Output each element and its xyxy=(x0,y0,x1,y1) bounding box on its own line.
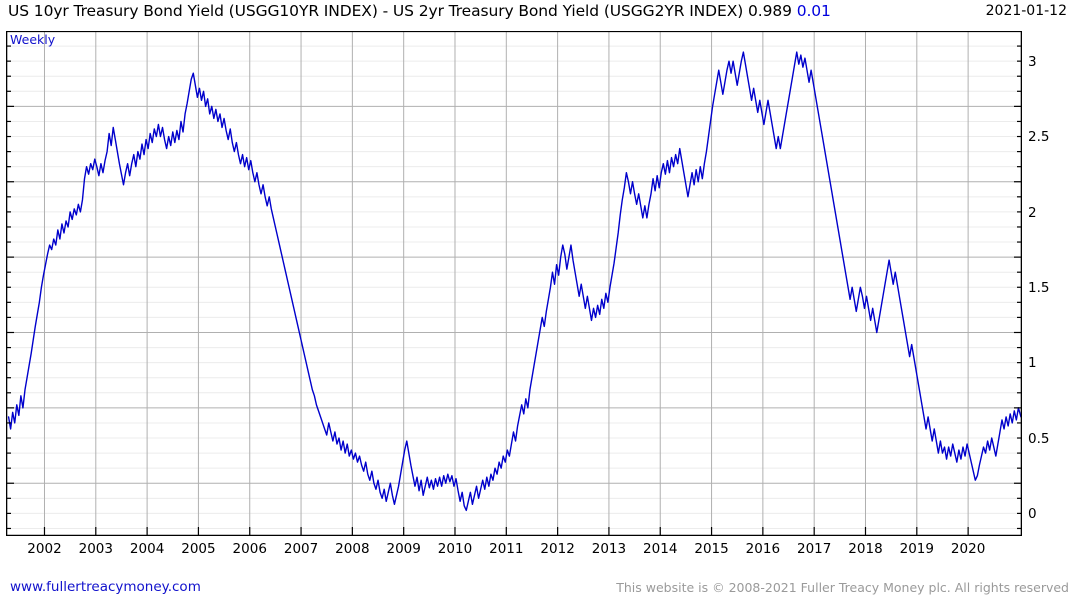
x-tick-label: 2003 xyxy=(78,541,113,557)
x-tick-label: 2009 xyxy=(386,541,421,557)
chart-header: US 10yr Treasury Bond Yield (USGG10YR IN… xyxy=(0,0,1075,26)
frequency-label: Weekly xyxy=(10,32,56,47)
x-axis-labels: 2002 2003 2004 2005 2006 2007 2008 2009 2010 2011… xyxy=(0,541,1075,561)
x-tick-label: 2014 xyxy=(643,541,678,557)
x-tick-label: 2008 xyxy=(335,541,370,557)
y-tick-label: 2 xyxy=(1028,204,1037,221)
x-tick-label: 2002 xyxy=(27,541,62,557)
x-tick-label: 2010 xyxy=(437,541,473,557)
y-axis-labels: 0 0.5 1 1.5 2 2.5 3 xyxy=(1028,31,1074,536)
x-tick-label: 2012 xyxy=(540,541,575,557)
axis-frame xyxy=(6,31,1022,536)
change-value: 0.01 xyxy=(796,2,831,20)
x-tick-label: 2013 xyxy=(591,541,627,557)
x-tick-label: 2004 xyxy=(129,541,165,557)
copyright-notice: This website is © 2008-2021 Fuller Treac… xyxy=(616,580,1069,595)
chart-container[interactable]: Weekly xyxy=(6,31,1022,536)
chart-plot[interactable] xyxy=(6,31,1022,536)
title-text: US 10yr Treasury Bond Yield (USGG10YR IN… xyxy=(8,2,744,20)
x-tick-label: 2005 xyxy=(181,541,216,557)
x-tick-label: 2015 xyxy=(694,541,729,557)
x-tick-label: 2017 xyxy=(796,541,832,557)
last-value: 0.989 xyxy=(748,2,792,20)
y-tick-label: 1 xyxy=(1028,355,1037,372)
grid-minor-lines xyxy=(6,45,1022,529)
y-tick-label: 0.5 xyxy=(1028,430,1050,447)
y-tick-label: 0 xyxy=(1028,506,1037,523)
page-title: US 10yr Treasury Bond Yield (USGG10YR IN… xyxy=(8,2,831,20)
grid-vertical-lines xyxy=(43,31,969,536)
y-tick-label: 1.5 xyxy=(1028,280,1050,297)
x-tick-label: 2011 xyxy=(489,541,524,557)
x-tick-label: 2007 xyxy=(283,541,319,557)
x-tick-label: 2006 xyxy=(232,541,267,557)
x-tick-label: 2018 xyxy=(848,541,883,557)
axis-tick-marks xyxy=(7,45,1021,535)
website-link[interactable]: www.fullertreacymoney.com xyxy=(10,579,201,595)
y-tick-label: 3 xyxy=(1028,54,1037,70)
x-tick-label: 2019 xyxy=(899,541,934,557)
y-tick-label: 2.5 xyxy=(1028,129,1050,146)
header-date: 2021-01-12 xyxy=(985,3,1067,19)
x-tick-label: 2020 xyxy=(950,541,986,557)
grid-major-lines xyxy=(6,105,1022,484)
x-tick-label: 2016 xyxy=(745,541,781,557)
yield-spread-line xyxy=(7,51,1022,512)
